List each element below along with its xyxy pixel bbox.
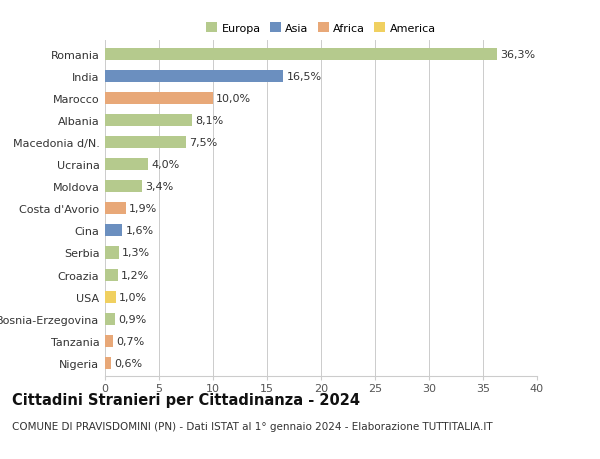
Bar [105,203,125,215]
Text: Cittadini Stranieri per Cittadinanza - 2024: Cittadini Stranieri per Cittadinanza - 2… [12,392,360,408]
Bar [105,93,213,105]
Text: 10,0%: 10,0% [216,94,251,104]
Text: COMUNE DI PRAVISDOMINI (PN) - Dati ISTAT al 1° gennaio 2024 - Elaborazione TUTTI: COMUNE DI PRAVISDOMINI (PN) - Dati ISTAT… [12,421,493,431]
Text: 1,0%: 1,0% [119,292,147,302]
Bar [105,313,115,325]
Text: 36,3%: 36,3% [500,50,535,60]
Bar [105,291,116,303]
Bar [105,247,119,259]
Bar [105,49,497,61]
Text: 0,7%: 0,7% [116,336,144,346]
Text: 0,9%: 0,9% [118,314,146,324]
Bar [105,181,142,193]
Legend: Europa, Asia, Africa, America: Europa, Asia, Africa, America [202,18,440,38]
Bar [105,71,283,83]
Text: 1,2%: 1,2% [121,270,149,280]
Text: 1,3%: 1,3% [122,248,151,258]
Text: 0,6%: 0,6% [115,358,143,368]
Bar [105,115,193,127]
Text: 1,6%: 1,6% [125,226,154,236]
Bar [105,225,122,237]
Bar [105,335,113,347]
Text: 8,1%: 8,1% [196,116,224,126]
Text: 1,9%: 1,9% [129,204,157,214]
Bar [105,269,118,281]
Text: 7,5%: 7,5% [189,138,217,148]
Bar [105,357,112,369]
Text: 3,4%: 3,4% [145,182,173,192]
Bar [105,159,148,171]
Bar [105,137,186,149]
Text: 16,5%: 16,5% [286,72,322,82]
Text: 4,0%: 4,0% [151,160,179,170]
